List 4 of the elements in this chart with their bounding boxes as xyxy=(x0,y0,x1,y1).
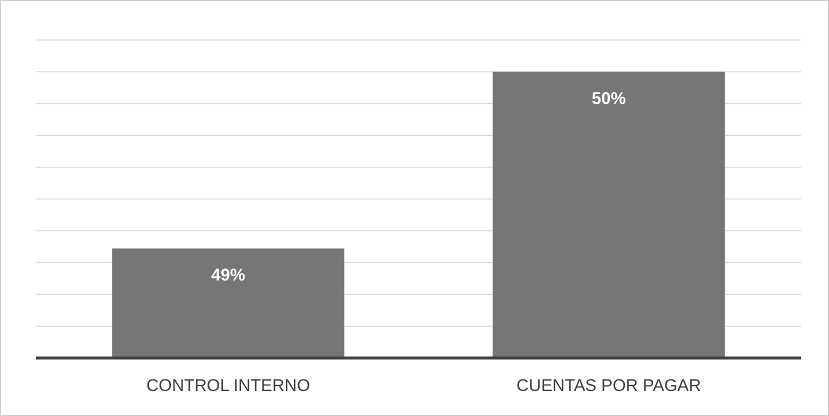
x-tick-label: CONTROL INTERNO xyxy=(146,376,310,395)
x-tick-label: CUENTAS POR PAGAR xyxy=(516,376,702,395)
data-label: 49% xyxy=(211,265,246,284)
data-label: 50% xyxy=(592,88,626,108)
